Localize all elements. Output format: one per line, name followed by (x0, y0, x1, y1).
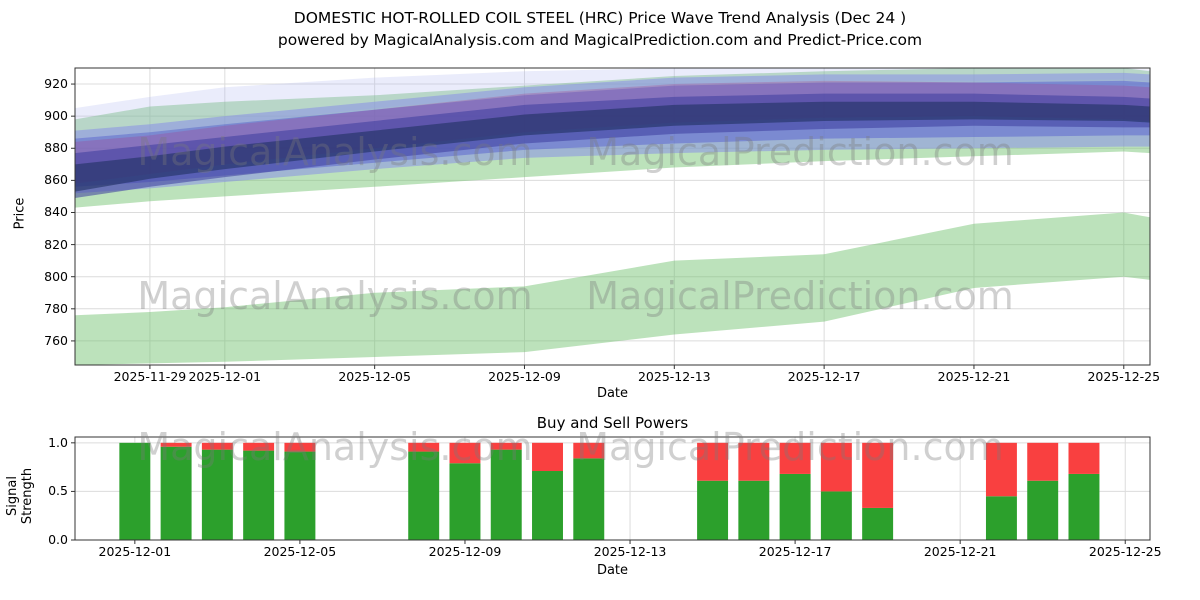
sell-bar (862, 442, 894, 508)
band-green-lower-band (75, 212, 1150, 365)
sell-bar (449, 442, 481, 464)
price-y-tick-label: 840 (44, 204, 68, 220)
price-x-tick-label: 2025-12-21 (937, 369, 1011, 384)
price-plot-frame (74, 67, 1151, 366)
price-y-tick-label: 820 (44, 236, 68, 252)
price-y-tick-label: 780 (44, 300, 68, 316)
band-pale-blue-halo-band (75, 68, 1150, 141)
signal-x-tick-label: 2025-12-09 (428, 544, 502, 559)
signal-plot-frame (74, 436, 1151, 541)
signal-x-tick-label: 2025-12-17 (758, 544, 832, 559)
sell-bar (697, 442, 729, 481)
price-y-tick-label: 860 (44, 172, 68, 188)
sell-bar (201, 442, 233, 450)
sell-bar (1068, 442, 1100, 474)
signal-plot-area (75, 437, 1150, 541)
signal-chart-title: Buy and Sell Powers (536, 414, 689, 432)
sell-bar (985, 442, 1017, 497)
buy-bar (119, 442, 151, 540)
buy-bar (820, 491, 852, 540)
price-y-tick-label: 760 (44, 332, 68, 348)
price-x-axis-label: Date (596, 386, 629, 401)
buy-bar (201, 449, 233, 540)
price-y-tick-label: 900 (44, 108, 68, 124)
buy-bar (862, 507, 894, 540)
signal-x-tick-label: 2025-12-05 (263, 544, 337, 559)
sell-bar (573, 442, 605, 459)
signal-x-axis-label: Date (596, 563, 629, 578)
buy-bar (738, 480, 770, 540)
sell-bar (160, 442, 192, 447)
buy-bar (160, 446, 192, 540)
buy-bar (243, 450, 275, 540)
buy-bar (985, 496, 1017, 540)
signal-x-tick-label: 2025-12-25 (1088, 544, 1162, 559)
sell-bar (779, 442, 811, 474)
sell-bar (284, 442, 316, 452)
figure-title: DOMESTIC HOT-ROLLED COIL STEEL (HRC) Pri… (293, 9, 907, 27)
sell-bar (738, 442, 770, 481)
price-x-tick-label: 2025-12-25 (1087, 369, 1161, 384)
signal-y-tick-label: 1.0 (48, 434, 68, 450)
price-x-tick-label: 2025-12-05 (338, 369, 411, 384)
price-x-tick-label: 2025-11-29 (113, 369, 187, 384)
signal-x-tick-label: 2025-12-21 (923, 544, 997, 559)
buy-bar (1027, 480, 1059, 540)
price-plot-area (75, 68, 1150, 365)
sell-bar (820, 442, 852, 492)
price-y-tick-label: 920 (44, 76, 68, 92)
buy-bar (449, 463, 481, 540)
price-x-tick-label: 2025-12-17 (787, 369, 861, 384)
price-x-tick-label: 2025-12-01 (188, 369, 262, 384)
figure-subtitle: powered by MagicalAnalysis.com and Magic… (277, 31, 923, 49)
buy-bar (408, 451, 440, 540)
buy-bar (490, 449, 522, 540)
signal-x-tick-label: 2025-12-13 (593, 544, 667, 559)
buy-bar (532, 471, 563, 540)
signal-y-tick-label: 0.5 (48, 483, 68, 499)
sell-bar (243, 442, 275, 451)
buy-bar (779, 473, 811, 540)
buy-bar (284, 451, 316, 540)
price-x-tick-label: 2025-12-09 (488, 369, 561, 384)
sell-bar (1027, 442, 1059, 481)
buy-bar (573, 458, 605, 540)
buy-bar (697, 480, 729, 540)
buy-bar (1068, 473, 1100, 540)
price-y-tick-label: 800 (44, 268, 68, 284)
signal-y-tick-label: 0.0 (48, 532, 68, 547)
price-x-tick-label: 2025-12-13 (637, 369, 711, 384)
sell-bar (490, 442, 522, 450)
band-navy-core-band (75, 101, 1150, 192)
price-y-tick-label: 880 (44, 140, 68, 156)
sell-bar (408, 442, 440, 452)
sell-bar (532, 442, 563, 472)
signal-x-tick-label: 2025-12-01 (98, 544, 172, 559)
